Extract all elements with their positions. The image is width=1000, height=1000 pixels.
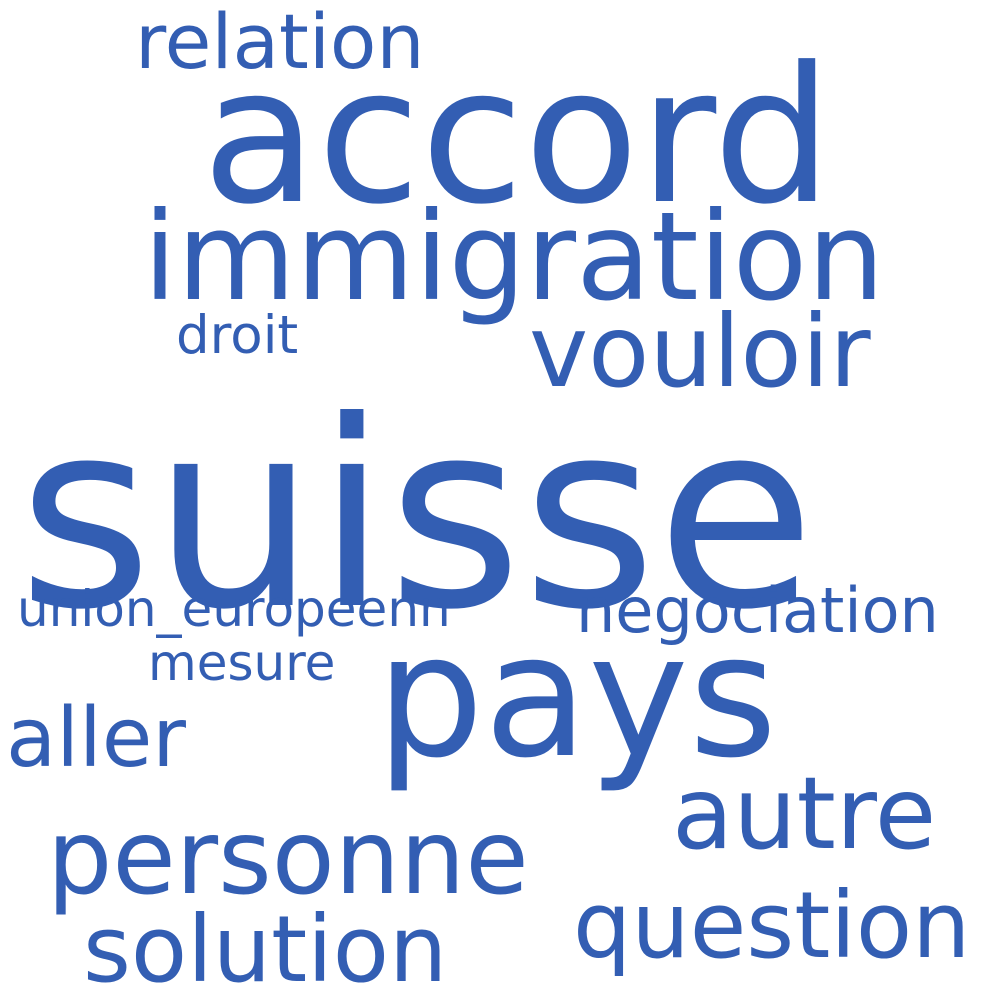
word-pays: pays [376,598,778,796]
word-negociation: negociation [576,574,939,647]
word-relation: relation [135,0,425,86]
word-question: question [573,872,971,979]
word-droit: droit [176,305,299,366]
word-accord: accord [202,27,833,246]
word-aller: aller [6,691,186,786]
word-solution: solution [83,896,448,1000]
word-mesure: mesure [148,634,336,692]
word-vouloir: vouloir [529,293,871,410]
word-autre: autre [672,755,937,872]
word-immigration: immigration [143,186,885,328]
word-personne: personne [47,798,529,918]
word-union-europeenn: union_europeenn [17,580,451,638]
word-suisse: suisse [18,366,816,666]
